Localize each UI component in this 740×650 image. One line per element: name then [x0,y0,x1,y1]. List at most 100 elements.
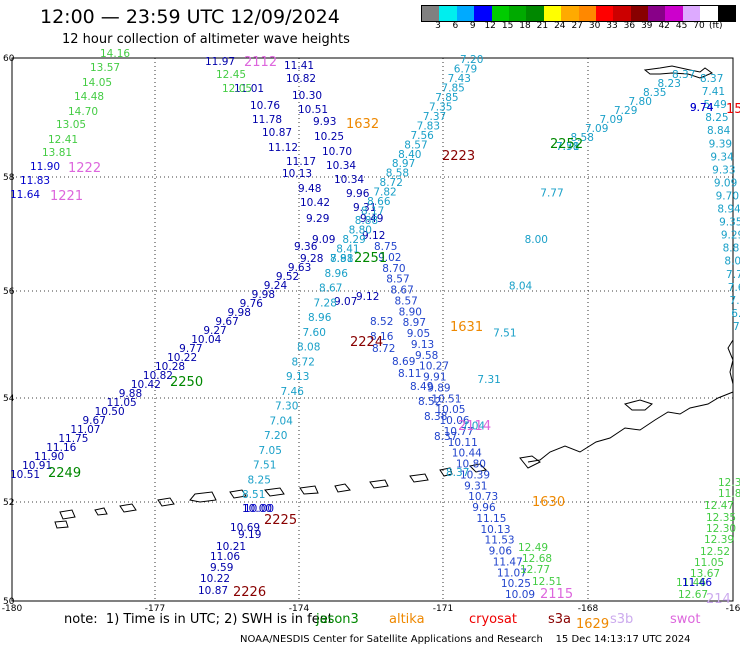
swh-value: 9.89 [427,382,450,394]
swh-value: 8.72 [292,356,315,368]
swh-value: 9.48 [298,183,321,195]
legend-swatch [717,6,736,21]
swh-value: 8.58 [571,132,594,144]
legend-label: 70 [693,21,705,31]
swh-value: 10.05 [435,404,465,416]
legend-swatch [648,6,666,21]
swh-value: 9.29 [306,213,329,225]
legend-swatch [595,6,614,21]
swh-value: 8.80 [349,225,372,237]
swh-value: 14.16 [100,48,130,60]
legend-swatch [526,6,544,21]
swh-value: 8.49 [410,381,433,393]
coastline-segment [527,391,734,463]
swh-value: 8.52 [418,396,441,408]
pass-labels: 2249 2250 2251 2252 1632 1631 1630 1629 2223 2224… [48,55,740,632]
swh-value: 10.34 [334,174,364,186]
swh-value: 7.51 [493,327,516,339]
coastline-segment [157,497,175,507]
legend-swatch [474,6,492,21]
swh-value: 7.20 [460,54,483,66]
swh-value: 8.23 [658,78,681,90]
swh-value: 7.04 [462,420,486,432]
pass-id-label: 2251 [354,251,387,266]
lon-label: -177 [145,604,165,614]
coastline-segment [189,491,217,503]
swh-value: 10.44 [452,448,482,460]
swh-value: 9.91 [423,372,446,384]
legend-label: 33 [606,21,618,31]
swh-value: 7.29 [614,105,637,117]
swh-value: 9.36 [294,241,318,253]
swh-value: 13.81 [42,147,72,159]
swh-value: 10.28 [155,361,185,373]
swh-value: 13.67 [690,568,720,580]
swh-value: 8.94 [717,204,740,216]
coastline-segment [519,455,541,469]
swh-value: 10.51 [298,104,328,116]
swh-value: 11.06 [210,551,240,563]
swh-value: 10.87 [198,585,228,597]
swh-value: 11.46 [682,577,712,589]
swh-value: 11.47 [493,556,523,568]
swh-value: 9.06 [489,546,513,558]
swh-value: 6.34 [731,308,740,320]
coastline-segment [727,339,734,385]
swh-value: 7.37 [423,111,446,123]
swh-value: 8.37 [446,467,469,479]
swh-value: 7.80 [629,96,652,108]
swh-value: 12.52 [700,546,730,558]
swh-value: 6.79 [454,63,477,75]
legend-label: 30 [588,21,601,31]
swh-value: 8.84 [707,125,731,137]
swh-value: 9.31 [464,480,487,492]
swh-value: 10.80 [456,459,486,471]
swh-value: 8.88 [723,243,740,255]
swh-value: 9.13 [286,371,309,383]
lat-label: 60 [3,54,15,64]
swh-value: 12.3 [718,477,740,489]
legend-label: 45 [675,21,688,31]
swh-value: 9.28 [300,253,323,265]
swh-value: 8.96 [325,268,349,280]
swh-value: 9.07 [334,296,357,308]
swh-value: 8.08 [297,342,320,354]
swh-value: 10.25 [314,131,344,143]
swh-value: 10.87 [262,127,292,139]
swh-value: 9.29 [721,230,740,242]
swh-value: 8.90 [399,306,422,318]
swh-value: 9.02 [378,252,401,264]
swh-value: 8.97 [403,317,426,329]
pass-id-label: 2223 [442,149,475,164]
swh-value: 11.07 [70,424,100,436]
swh-value: 8.38 [424,411,447,423]
swh-value: 8.57 [404,139,427,151]
swh-value: 10.00 [242,503,272,515]
swh-value: 7.85 [435,92,458,104]
pass-id-label: 2250 [170,375,203,390]
swh-value: 10.51 [431,393,461,405]
swh-value: 7.20 [264,430,287,442]
swh-value: 8.04 [509,281,533,293]
coastline-segment [59,509,76,520]
swh-value: 9.74 [690,102,714,114]
legend-swatch [456,6,475,21]
satellite-name: cryosat [469,612,517,627]
swh-value: 14.05 [82,77,112,89]
swh-value: 7.82 [373,187,396,199]
swh-value: 9.96 [346,188,370,200]
swh-value: 9.27 [203,325,226,337]
pass-id-label: 1630 [532,495,565,510]
swh-value: 9.59 [210,562,233,574]
legend-swatch [439,6,457,21]
lon-label: -168 [578,604,599,614]
coastline-segment [334,483,351,493]
swh-value: 8.25 [705,112,728,124]
swh-value: 11.78 [252,114,282,126]
swh-value: 10.34 [326,160,356,172]
swh-value: 11.75 [58,433,88,445]
swh-value: 10.25 [501,578,531,590]
swh-value: 8.37 [672,69,695,81]
swh-value: 11.46 [676,577,706,589]
